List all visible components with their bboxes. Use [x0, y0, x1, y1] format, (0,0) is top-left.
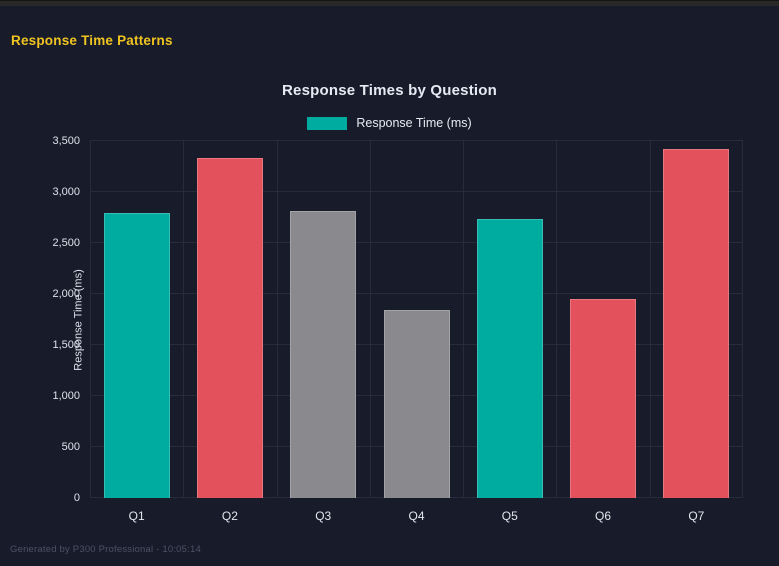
y-tick-label: 3,000 [52, 186, 80, 198]
bar-q1[interactable] [103, 213, 170, 498]
bar-chart-plot-area: Response Time (ms) 0 500 1,000 1,500 2,000 2,… [52, 135, 743, 523]
v-gridline [742, 141, 743, 498]
v-gridline [90, 141, 91, 498]
footer-status-text: Generated by P300 Professional - 10:05:1… [10, 544, 201, 555]
bar-q5[interactable] [476, 218, 543, 498]
page-title: Response Time Patterns [11, 33, 173, 48]
h-gridline [90, 140, 743, 141]
x-tick-label-q6: Q6 [595, 509, 612, 523]
y-tick-label: 1,000 [52, 390, 80, 402]
v-gridline [369, 141, 371, 498]
bar-q2[interactable] [196, 158, 263, 498]
h-gridline [90, 242, 743, 243]
y-tick-label: 0 [73, 492, 80, 504]
x-tick-label-q5: Q5 [501, 509, 518, 523]
y-tick-label: 500 [61, 441, 80, 453]
bar-q4[interactable] [383, 310, 450, 498]
legend-label: Response Time (ms) [356, 116, 472, 130]
x-tick-label-q3: Q3 [315, 509, 332, 523]
window-top-strip [0, 0, 779, 6]
x-tick-label-q7: Q7 [688, 509, 705, 523]
v-gridline [276, 141, 278, 498]
chart-legend[interactable]: Response Time (ms) [0, 116, 779, 130]
v-gridline [649, 141, 651, 498]
bar-q3[interactable] [290, 211, 357, 498]
bar-q7[interactable] [663, 149, 730, 498]
v-gridline [556, 141, 558, 498]
h-gridline [90, 191, 743, 192]
y-tick-label: 2,000 [52, 288, 80, 300]
y-tick-label: 3,500 [52, 135, 80, 147]
y-tick-label: 2,500 [52, 237, 80, 249]
chart-title: Response Times by Question [282, 82, 497, 99]
x-tick-label-q4: Q4 [408, 509, 425, 523]
x-tick-label-q1: Q1 [128, 509, 145, 523]
y-axis-title: Response Time (ms) [72, 268, 85, 371]
y-tick-label: 1,500 [52, 339, 80, 351]
v-gridline [463, 141, 465, 498]
legend-swatch-icon [307, 116, 348, 130]
bar-q6[interactable] [570, 299, 637, 498]
h-gridline [90, 293, 743, 294]
v-gridline [183, 141, 185, 498]
x-tick-label-q2: Q2 [221, 509, 238, 523]
